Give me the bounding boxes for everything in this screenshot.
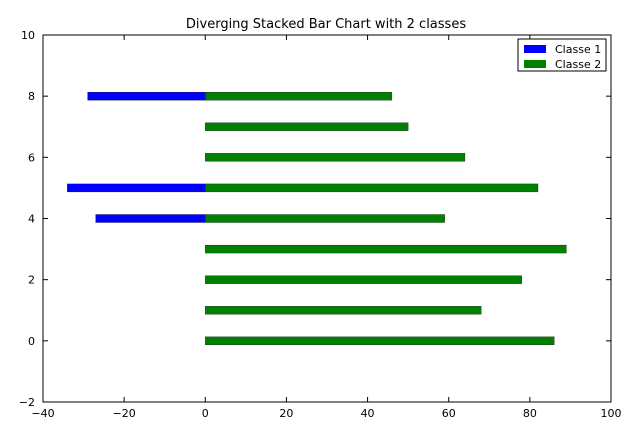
y-tick-label: 0 xyxy=(28,335,35,348)
legend-label-classe-1: Classe 1 xyxy=(555,43,601,56)
x-tick-label: −40 xyxy=(31,407,54,420)
x-tick-label: 60 xyxy=(442,407,456,420)
bar-classe-2-0 xyxy=(205,336,555,345)
legend: Classe 1 Classe 2 xyxy=(517,38,607,72)
bar-classe-2-1 xyxy=(205,306,482,315)
legend-label-classe-2: Classe 2 xyxy=(555,58,601,71)
x-tick-label: 100 xyxy=(601,407,622,420)
bar-classe-2-5 xyxy=(205,183,539,193)
x-tick-label: 40 xyxy=(361,407,375,420)
y-tick-label: 2 xyxy=(28,274,35,287)
x-tick-label: 80 xyxy=(523,407,537,420)
bar-classe-1-4 xyxy=(95,214,206,223)
y-tick-label: 10 xyxy=(21,29,35,42)
bar-classe-1-5 xyxy=(67,183,206,193)
bars-layer xyxy=(67,92,567,345)
y-tick-label: 8 xyxy=(28,90,35,103)
bar-classe-1-8 xyxy=(87,92,206,101)
bar-classe-2-3 xyxy=(205,244,567,254)
bar-classe-2-2 xyxy=(205,275,522,284)
bar-classe-2-8 xyxy=(205,92,393,101)
bar-classe-2-7 xyxy=(205,122,409,131)
x-tick-label: 0 xyxy=(202,407,209,420)
y-tick-label: 6 xyxy=(28,151,35,164)
y-tick-label: −2 xyxy=(19,396,35,409)
x-tick-label: −20 xyxy=(113,407,136,420)
legend-swatch-classe-1 xyxy=(524,45,546,53)
y-tick-label: 4 xyxy=(28,213,35,226)
legend-swatch-classe-2 xyxy=(524,60,546,68)
chart-title: Diverging Stacked Bar Chart with 2 class… xyxy=(186,17,466,32)
x-tick-label: 20 xyxy=(279,407,293,420)
bar-classe-2-6 xyxy=(205,153,466,162)
bar-classe-2-4 xyxy=(205,214,445,223)
